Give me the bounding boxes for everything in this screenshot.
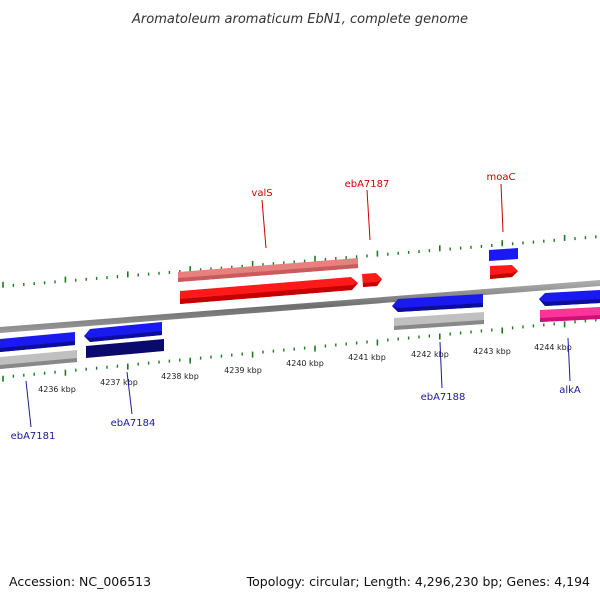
gene-label-alkA[interactable]: alkA xyxy=(559,385,581,396)
tick-label: 4239 kbp xyxy=(224,366,262,375)
inner-tick-row xyxy=(2,318,597,382)
gene-valS-arrow-shade xyxy=(180,283,358,304)
leader-ebA7184 xyxy=(126,371,133,415)
gene-moaC-cds[interactable] xyxy=(489,248,518,261)
leader-ebA7188 xyxy=(439,341,443,389)
gene-label-moaC[interactable]: moaC xyxy=(487,172,516,183)
gene-label-valS[interactable]: valS xyxy=(251,188,272,199)
tick-label: 4240 kbp xyxy=(286,359,324,368)
reverse-strand xyxy=(0,290,600,369)
tick-label: 4241 kbp xyxy=(348,353,386,362)
tick-label: 4242 kbp xyxy=(411,350,449,359)
gene-ebA7187-arrow-shade xyxy=(363,279,382,287)
genome-summary-text: Topology: circular; Length: 4,296,230 bp… xyxy=(246,574,590,589)
gene-alkA-cds-shade xyxy=(540,315,600,322)
tick-label: 4236 kbp xyxy=(38,385,76,394)
gene-label-ebA7187[interactable]: ebA7187 xyxy=(345,179,390,190)
gene-ebA7181-cds-shade xyxy=(0,358,77,369)
gene-ebA7184-arrow-shade xyxy=(84,331,162,342)
gene-ebA7184-cds[interactable] xyxy=(86,339,164,358)
leader-ebA7187 xyxy=(366,189,371,241)
outer-tick-row xyxy=(2,234,597,288)
gene-label-ebA7188[interactable]: ebA7188 xyxy=(421,392,466,403)
tick-label: 4244 kbp xyxy=(534,343,572,352)
gene-ebA7188-cds-shade xyxy=(394,320,484,330)
gene-ebA7188-arrow-shade xyxy=(392,303,483,312)
leader-moaC xyxy=(500,183,504,233)
gene-labels: valS ebA7187 moaC ebA7181 ebA7184 ebA718… xyxy=(11,172,581,442)
gene-leader-lines xyxy=(25,183,571,428)
accession-text: Accession: NC_006513 xyxy=(9,574,151,589)
tick-label: 4237 kbp xyxy=(100,378,138,387)
gene-alkA-arrow-shade xyxy=(539,299,600,306)
tick-label: 4238 kbp xyxy=(161,372,199,381)
gene-label-ebA7184[interactable]: ebA7184 xyxy=(111,418,156,429)
gene-valS-cds-shade xyxy=(178,264,358,282)
leader-ebA7181 xyxy=(25,380,32,428)
genome-backbone xyxy=(0,280,600,333)
map-title: Aromatoleum aromaticum EbN1, complete ge… xyxy=(131,12,468,27)
leader-valS xyxy=(261,199,267,249)
gene-moaC-arrow-shade xyxy=(490,271,518,279)
gene-ebA7181-arrow-shade xyxy=(0,341,75,352)
forward-strand xyxy=(178,248,518,304)
tick-labels: 4236 kbp 4237 kbp 4238 kbp 4239 kbp 4240… xyxy=(38,343,572,394)
gene-label-ebA7181[interactable]: ebA7181 xyxy=(11,431,56,442)
leader-alkA xyxy=(567,337,571,382)
tick-label: 4243 kbp xyxy=(473,347,511,356)
